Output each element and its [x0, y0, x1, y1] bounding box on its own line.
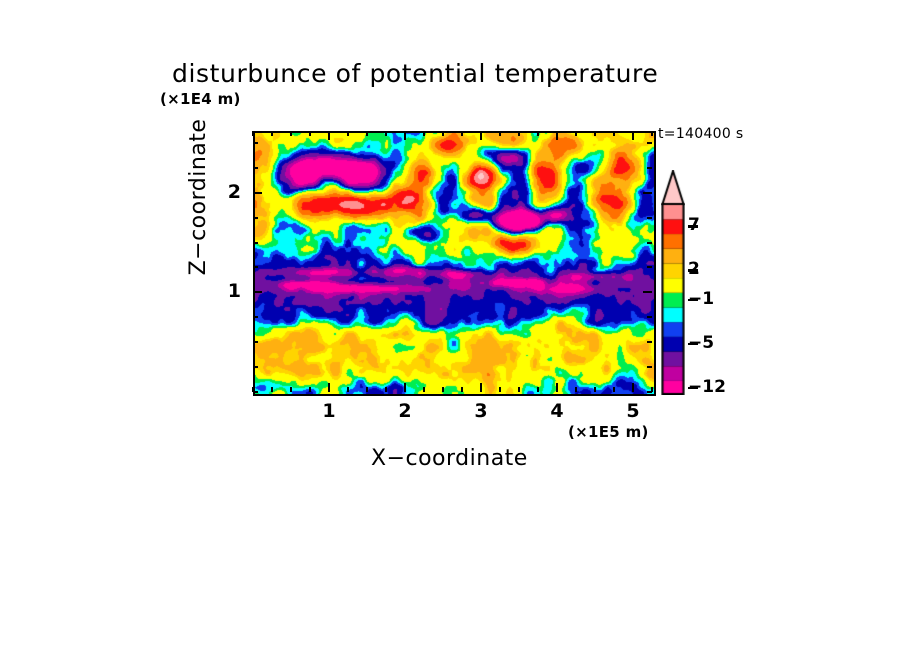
colorbar-tick-label: −1 — [688, 288, 715, 309]
x-tick-mark — [309, 387, 311, 392]
y-tick-mark — [253, 266, 258, 269]
y-tick-label: 2 — [227, 180, 241, 203]
x-tick-mark — [404, 383, 406, 392]
y-tick-mark — [647, 391, 652, 393]
x-tick-mark — [499, 131, 501, 136]
x-tick-mark — [328, 131, 330, 140]
y-tick-mark — [647, 216, 652, 219]
x-tick-mark — [518, 131, 520, 136]
y-tick-mark — [647, 141, 652, 144]
y-tick-mark — [253, 316, 258, 319]
y-tick-label: 1 — [227, 280, 241, 303]
x-tick-mark — [651, 387, 653, 392]
x-tick-mark — [385, 387, 387, 392]
x-tick-mark — [271, 131, 273, 136]
x-tick-mark — [252, 131, 254, 136]
y-tick-mark — [253, 391, 258, 393]
x-tick-mark — [290, 131, 292, 136]
x-tick-mark — [613, 387, 615, 392]
colorbar-gradient — [661, 170, 685, 395]
x-axis-unit-label: (×1E5 m) — [568, 423, 649, 441]
x-tick-label: 4 — [550, 400, 564, 422]
x-tick-mark — [366, 131, 368, 136]
y-tick-mark — [643, 191, 652, 194]
colorbar-tick-label: 7 — [688, 215, 700, 236]
x-tick-mark — [271, 387, 273, 392]
colorbar-tick-mark — [688, 225, 698, 228]
y-tick-mark — [253, 366, 258, 369]
colorbar-tick-label: −12 — [688, 376, 726, 397]
plot-area — [253, 131, 656, 396]
x-tick-mark — [423, 387, 425, 392]
x-tick-mark — [556, 131, 558, 140]
x-tick-mark — [575, 131, 577, 136]
x-tick-mark — [461, 131, 463, 136]
y-tick-mark — [643, 291, 652, 294]
y-tick-mark — [253, 291, 262, 294]
y-tick-mark — [253, 166, 258, 169]
y-tick-mark — [253, 216, 258, 219]
colorbar-tick-mark — [688, 269, 698, 272]
y-tick-mark — [647, 266, 652, 269]
colorbar-tick-label: 2 — [688, 259, 700, 280]
x-tick-mark — [480, 383, 482, 392]
colorbar-tick-mark — [688, 342, 698, 346]
colorbar — [661, 170, 685, 395]
x-tick-label: 5 — [626, 400, 640, 422]
x-tick-mark — [385, 131, 387, 136]
x-tick-label: 2 — [398, 400, 412, 422]
colorbar-tick-mark — [688, 386, 698, 390]
x-tick-label: 1 — [322, 400, 336, 422]
x-tick-mark — [309, 131, 311, 136]
y-axis-unit-label: (×1E4 m) — [160, 90, 241, 108]
y-tick-mark — [647, 366, 652, 369]
x-tick-mark — [651, 131, 653, 136]
x-tick-mark — [575, 387, 577, 392]
x-tick-mark — [632, 131, 634, 140]
x-tick-mark — [442, 387, 444, 392]
contour-field — [255, 133, 654, 394]
x-tick-mark — [556, 383, 558, 392]
x-tick-mark — [537, 131, 539, 136]
x-tick-label: 3 — [474, 400, 488, 422]
x-tick-mark — [632, 383, 634, 392]
y-tick-mark — [253, 141, 258, 144]
x-tick-mark — [613, 131, 615, 136]
x-tick-mark — [537, 387, 539, 392]
x-tick-mark — [442, 131, 444, 136]
x-tick-mark — [404, 131, 406, 140]
x-tick-mark — [328, 383, 330, 392]
x-tick-mark — [423, 131, 425, 136]
y-tick-mark — [253, 241, 258, 244]
colorbar-tick-label: −5 — [688, 332, 715, 353]
colorbar-tick-mark — [688, 298, 698, 301]
y-tick-mark — [253, 191, 262, 194]
x-tick-mark — [594, 387, 596, 392]
x-tick-mark — [499, 387, 501, 392]
x-axis-label: X−coordinate — [371, 446, 528, 471]
x-tick-mark — [366, 387, 368, 392]
x-tick-mark — [290, 387, 292, 392]
x-tick-mark — [594, 131, 596, 136]
y-tick-mark — [647, 316, 652, 319]
y-tick-mark — [647, 341, 652, 344]
x-tick-mark — [252, 387, 254, 392]
x-tick-mark — [461, 387, 463, 392]
x-tick-mark — [347, 131, 349, 136]
y-axis-label: Z−coordinate — [186, 118, 211, 276]
x-tick-mark — [518, 387, 520, 392]
y-tick-mark — [647, 241, 652, 244]
page-title: disturbunce of potential temperature — [172, 59, 659, 88]
x-tick-mark — [480, 131, 482, 140]
timestamp-annotation: t=140400 s — [658, 126, 744, 142]
x-tick-mark — [347, 387, 349, 392]
y-tick-mark — [647, 166, 652, 169]
y-tick-mark — [253, 341, 258, 344]
